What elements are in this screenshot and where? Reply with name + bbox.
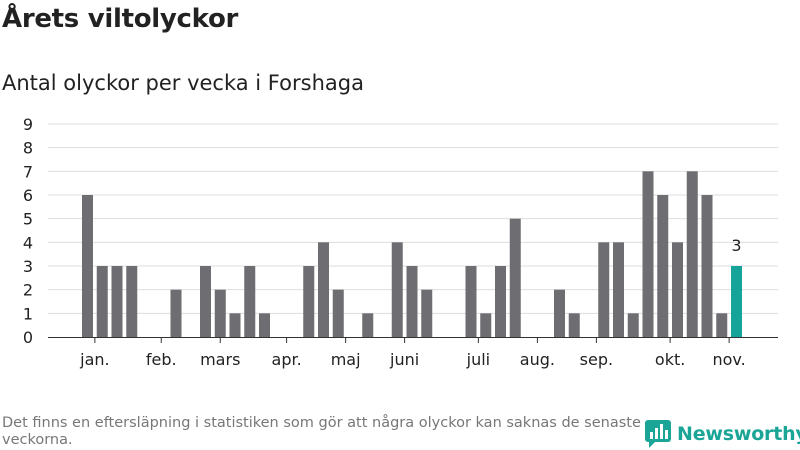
bar [465,266,477,337]
bar [111,266,123,337]
bar [170,289,182,337]
bar [229,313,241,337]
x-tick-label: nov. [713,350,746,369]
bar [686,171,698,337]
bar [318,242,329,337]
x-tick-label: maj [331,350,361,369]
bar [259,313,270,337]
bar [672,242,683,337]
x-tick-label: juli [466,350,490,369]
bar [554,289,565,337]
bar [96,266,108,337]
bar [598,242,610,337]
x-tick-label: okt. [655,350,685,369]
bar [627,313,639,337]
bar [126,266,138,337]
y-tick-label: 0 [23,328,33,347]
chart-title: Årets viltolyckor [2,4,239,34]
bar [82,195,93,337]
chart-subtitle: Antal olyckor per vecka i Forshaga [2,71,364,95]
x-tick-label: jan. [79,350,109,369]
y-tick-label: 6 [23,186,33,205]
y-tick-label: 9 [23,115,33,134]
bar [362,313,374,337]
x-tick-label: feb. [146,350,177,369]
y-tick-label: 2 [23,281,33,300]
bar-highlight [731,266,742,337]
bar [421,289,433,337]
bar [200,266,211,337]
y-tick-label: 7 [23,162,33,181]
y-tick-label: 3 [23,257,33,276]
bar [480,313,492,337]
bar [495,266,506,337]
x-tick-label: juni [389,350,419,369]
bar [391,242,403,337]
bar [701,195,713,337]
bar [568,313,580,337]
bar [332,289,344,337]
footnote: Det finns en eftersläpning i statistiken… [2,415,641,448]
bar-chart: 0 1 2 3 4 5 6 7 8 9 3 jan. feb. mars apr. maj juni juli au… [23,115,778,369]
bar [244,266,256,337]
y-tick-label: 8 [23,139,33,158]
x-tick-label: mars [200,350,240,369]
bar [303,266,315,337]
x-tick-label: sep. [580,350,613,369]
bar [509,218,521,337]
y-tick-label: 1 [23,304,33,323]
y-tick-label: 4 [23,233,33,252]
x-tick-label: aug. [520,350,555,369]
brand-name: Newsworthy [677,423,800,445]
bar [613,242,624,337]
y-tick-label: 5 [23,210,33,229]
bar [657,195,669,337]
bar [642,171,654,337]
brand-logo[interactable]: Newsworthy [645,420,800,448]
x-tick-label: apr. [272,350,302,369]
bar [716,313,728,337]
bar-chart-logo-icon [645,420,671,448]
bar [214,289,226,337]
bar [406,266,418,337]
highlight-data-label: 3 [731,236,741,255]
